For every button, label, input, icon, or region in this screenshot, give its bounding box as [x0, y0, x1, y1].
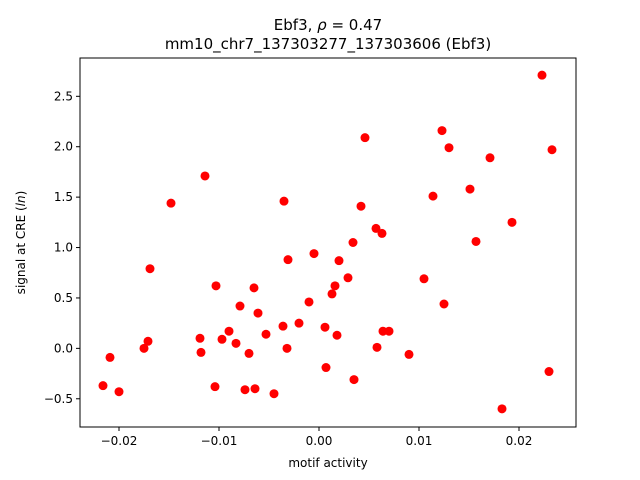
data-point-13 [217, 334, 227, 344]
data-point-22 [261, 329, 271, 339]
x-tick-label: 0.01 [406, 434, 433, 448]
data-point-20 [250, 384, 260, 394]
data-point-51 [439, 299, 449, 309]
data-point-16 [235, 301, 245, 311]
data-point-9 [196, 347, 206, 357]
data-point-36 [334, 256, 344, 266]
data-point-37 [343, 273, 353, 283]
y-axis-ticks: −0.5 0.0 0.5 1.0 1.5 2.0 2.5 [44, 89, 80, 406]
data-point-18 [244, 348, 254, 358]
y-tick-label: 0.0 [54, 341, 73, 355]
data-point-55 [485, 153, 495, 163]
data-point-24 [278, 321, 288, 331]
y-axis-label: signal at CRE (ln) [14, 191, 28, 295]
y-tick-label: 2.5 [54, 89, 73, 103]
x-tick-label: −0.01 [201, 434, 238, 448]
data-point-2 [105, 352, 115, 362]
data-point-33 [327, 289, 337, 299]
data-point-58 [537, 70, 547, 80]
chart-title-line1: Ebf3, ρ = 0.47 [274, 16, 382, 34]
data-point-11 [210, 382, 220, 392]
y-tick-label: 0.5 [54, 291, 73, 305]
data-point-26 [282, 343, 292, 353]
data-point-47 [404, 349, 414, 359]
data-point-4 [139, 343, 149, 353]
data-point-49 [428, 191, 438, 201]
data-point-15 [231, 338, 241, 348]
data-point-34 [330, 281, 340, 291]
data-point-6 [145, 264, 155, 274]
data-point-32 [321, 363, 331, 373]
y-tick-label: 2.0 [54, 140, 73, 154]
data-point-23 [269, 389, 279, 399]
data-point-39 [349, 375, 359, 385]
data-point-7 [166, 198, 176, 208]
data-point-21 [253, 308, 263, 318]
data-point-35 [332, 330, 342, 340]
data-point-41 [360, 133, 370, 143]
data-point-44 [377, 228, 387, 238]
data-point-56 [497, 404, 507, 414]
x-tick-label: 0.00 [306, 434, 333, 448]
data-point-30 [309, 249, 319, 259]
data-point-54 [471, 236, 481, 246]
data-point-12 [211, 281, 221, 291]
data-point-50 [437, 126, 447, 136]
data-point-57 [507, 217, 517, 227]
y-tick-label: 1.5 [54, 190, 73, 204]
data-point-10 [200, 171, 210, 181]
x-tick-label: 0.02 [506, 434, 533, 448]
data-point-59 [544, 367, 554, 377]
y-tick-label: 1.0 [54, 241, 73, 255]
x-axis-label: motif activity [288, 456, 367, 470]
data-point-3 [114, 387, 124, 397]
data-point-46 [384, 326, 394, 336]
data-point-48 [419, 274, 429, 284]
data-point-31 [320, 322, 330, 332]
data-point-53 [465, 184, 475, 194]
data-point-17 [240, 385, 250, 395]
data-point-27 [283, 255, 293, 265]
data-point-5 [143, 336, 153, 346]
data-point-38 [348, 238, 358, 247]
data-point-28 [294, 318, 304, 328]
x-axis-ticks: −0.02 −0.01 0.00 0.01 0.02 [101, 427, 533, 448]
data-point-19 [249, 283, 259, 293]
data-point-42 [371, 223, 381, 233]
data-point-29 [304, 297, 314, 307]
x-tick-label: −0.02 [101, 434, 138, 448]
data-point-60 [547, 145, 557, 155]
data-point-40 [356, 201, 366, 211]
y-tick-label: −0.5 [44, 392, 73, 406]
data-point-1 [98, 381, 108, 391]
data-point-25 [279, 196, 289, 206]
data-points [98, 70, 557, 414]
axes-frame [79, 57, 577, 428]
chart-title-line2: mm10_chr7_137303277_137303606 (Ebf3) [165, 35, 491, 54]
data-point-52 [444, 143, 454, 153]
data-point-8 [195, 333, 205, 343]
data-point-14 [224, 326, 234, 336]
data-point-43 [372, 342, 382, 352]
